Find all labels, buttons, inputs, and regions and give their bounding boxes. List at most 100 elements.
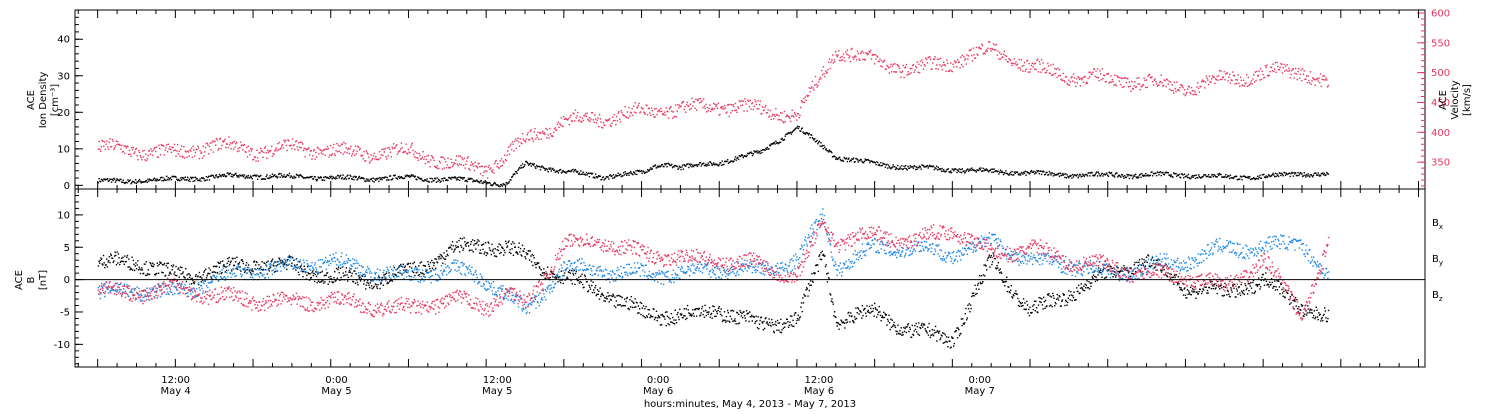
plasma-point-velocity: [590, 118, 592, 120]
plasma-point-velocity: [879, 58, 881, 60]
magnetic-point-Bx: [990, 254, 992, 257]
plasma-point-density: [416, 179, 418, 181]
magnetic-point-Bx: [877, 313, 879, 316]
plasma-point-velocity: [1078, 76, 1080, 79]
plasma-point-density: [910, 166, 912, 168]
magnetic-point-Bx: [271, 260, 273, 262]
plasma-point-velocity: [1321, 78, 1323, 81]
magnetic-point-Bx: [728, 320, 730, 322]
plasma-point-density: [266, 174, 268, 176]
plasma-point-velocity: [1112, 80, 1114, 83]
plasma-point-density: [1127, 174, 1130, 176]
plasma-point-density: [426, 178, 428, 180]
plasma-point-density: [897, 168, 900, 171]
plasma-point-velocity: [416, 152, 418, 154]
plasma-point-density: [187, 180, 190, 182]
plasma-point-density: [293, 175, 295, 178]
plasma-point-density: [657, 166, 660, 168]
plasma-point-density: [1284, 174, 1287, 176]
plasma-point-velocity: [730, 104, 733, 106]
plasma-point-density: [1159, 171, 1162, 173]
plasma-point-density: [318, 177, 320, 179]
plasma-point-density: [925, 165, 928, 167]
magnetic-point-Bx: [311, 270, 314, 272]
plasma-point-velocity: [1263, 77, 1265, 79]
plasma-point-density: [1245, 176, 1247, 179]
magnetic-point-Bx: [692, 312, 695, 315]
plasma-point-density: [1151, 171, 1153, 173]
magnetic-point-Bx: [803, 293, 805, 296]
plasma-point-density: [868, 159, 870, 162]
magnetic-point-Bx: [936, 330, 939, 332]
magnetic-point-Bx: [776, 319, 779, 322]
magnetic-point-Bx: [148, 273, 151, 276]
magnetic-point-Bx: [379, 283, 382, 285]
magnetic-point-Bx: [1107, 265, 1109, 267]
plasma-point-density: [104, 179, 107, 181]
plasma-point-velocity: [989, 48, 992, 50]
plasma-point-density: [572, 168, 574, 171]
magnetic-point-Bx: [607, 291, 609, 294]
magnetic-point-Bx: [532, 264, 534, 267]
magnetic-point-Bx: [475, 248, 477, 250]
plasma-point-density: [298, 174, 301, 176]
plasma-point-density: [441, 178, 443, 180]
magnetic-point-Bx: [895, 330, 897, 332]
plasma-point-velocity: [378, 158, 380, 161]
plasma-point-velocity: [727, 104, 729, 106]
plasma-point-velocity: [944, 64, 946, 67]
magnetic-point-Bx: [1270, 283, 1272, 286]
magnetic-point-Bx: [1049, 295, 1051, 297]
plasma-point-velocity: [1087, 77, 1089, 80]
plasma-point-density: [342, 174, 344, 176]
plasma-point-velocity: [1007, 61, 1009, 63]
plasma-point-velocity: [1319, 82, 1321, 84]
plasma-point-density: [732, 161, 734, 163]
plasma-point-velocity: [1030, 64, 1033, 67]
plasma-point-density: [561, 171, 563, 173]
magnetic-point-Bx: [338, 272, 340, 274]
magnetic-point-Bx: [896, 330, 899, 333]
magnetic-point-Bx: [721, 314, 723, 317]
magnetic-point-Bx: [911, 324, 913, 327]
magnetic-point-Bx: [788, 324, 790, 327]
plasma-point-velocity: [99, 150, 102, 152]
plasma-point-density: [965, 170, 967, 172]
magnetic-point-Bx: [382, 284, 384, 286]
plasma-point-density: [1283, 171, 1285, 174]
plasma-point-density: [496, 184, 498, 186]
magnetic-point-Bx: [563, 274, 565, 277]
magnetic-point-Bx: [633, 302, 635, 304]
plasma-point-velocity: [262, 156, 264, 159]
plasma-point-density: [423, 180, 425, 182]
plasma-point-density: [640, 170, 643, 172]
magnetic-point-Bx: [508, 240, 510, 242]
plasma-point-density: [978, 167, 981, 170]
magnetic-point-Bx: [734, 318, 736, 320]
magnetic-point-Bx: [241, 259, 243, 261]
plasma-point-velocity: [713, 107, 716, 110]
magnetic-point-Bx: [1040, 301, 1042, 304]
plasma-point-velocity: [595, 122, 598, 124]
plasma-point-velocity: [1063, 80, 1065, 82]
plasma-point-density: [1055, 174, 1058, 176]
magnetic-point-Bx: [946, 341, 948, 343]
plasma-point-density: [1223, 176, 1225, 178]
magnetic-point-Bx: [314, 273, 316, 276]
magnetic-point-Bx: [451, 248, 453, 250]
plasma-point-density: [1131, 174, 1133, 177]
plasma-point-velocity: [927, 56, 929, 59]
plasma-point-density: [1204, 173, 1206, 176]
magnetic-point-Bx: [198, 271, 201, 274]
plasma-point-velocity: [612, 116, 614, 118]
plasma-point-density: [888, 166, 891, 168]
plasma-point-velocity: [197, 145, 199, 147]
plasma-point-velocity: [737, 107, 740, 109]
plasma-point-density: [876, 161, 878, 163]
plasma-point-density: [760, 149, 762, 152]
plasma-point-density: [307, 176, 309, 179]
plasma-point-velocity: [368, 162, 371, 164]
magnetic-point-Bx: [1103, 277, 1106, 279]
plasma-point-density: [689, 165, 692, 167]
plasma-point-density: [1314, 172, 1316, 175]
